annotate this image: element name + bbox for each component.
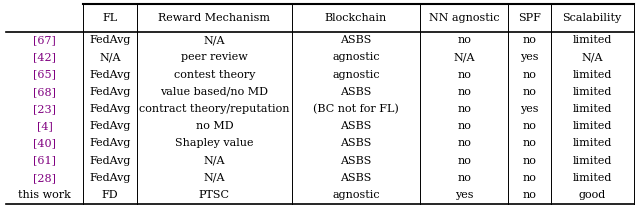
- Text: no: no: [523, 87, 536, 97]
- Text: no: no: [523, 70, 536, 80]
- Text: agnostic: agnostic: [332, 190, 380, 200]
- Text: [23]: [23]: [33, 104, 56, 114]
- Text: FedAvg: FedAvg: [90, 104, 131, 114]
- Text: [40]: [40]: [33, 138, 56, 148]
- Text: FedAvg: FedAvg: [90, 173, 131, 183]
- Text: ASBS: ASBS: [340, 87, 372, 97]
- Text: N/A: N/A: [204, 173, 225, 183]
- Text: contest theory: contest theory: [173, 70, 255, 80]
- Text: FL: FL: [102, 13, 118, 23]
- Text: yes: yes: [520, 104, 539, 114]
- Text: [67]: [67]: [33, 35, 56, 45]
- Text: N/A: N/A: [204, 35, 225, 45]
- Text: N/A: N/A: [582, 52, 603, 62]
- Text: no: no: [457, 173, 471, 183]
- Text: no: no: [457, 87, 471, 97]
- Text: no: no: [457, 156, 471, 166]
- Text: N/A: N/A: [204, 156, 225, 166]
- Text: [68]: [68]: [33, 87, 56, 97]
- Text: yes: yes: [520, 52, 539, 62]
- Text: no: no: [523, 173, 536, 183]
- Text: limited: limited: [573, 173, 612, 183]
- Text: no: no: [523, 138, 536, 148]
- Text: limited: limited: [573, 35, 612, 45]
- Text: this work: this work: [19, 190, 71, 200]
- Text: good: good: [579, 190, 606, 200]
- Text: limited: limited: [573, 104, 612, 114]
- Text: no: no: [523, 190, 536, 200]
- Text: no: no: [523, 35, 536, 45]
- Text: ASBS: ASBS: [340, 35, 372, 45]
- Text: Blockchain: Blockchain: [324, 13, 387, 23]
- Text: [42]: [42]: [33, 52, 56, 62]
- Text: contract theory/reputation: contract theory/reputation: [139, 104, 290, 114]
- Text: FedAvg: FedAvg: [90, 121, 131, 131]
- Text: SPF: SPF: [518, 13, 541, 23]
- Text: [65]: [65]: [33, 70, 56, 80]
- Text: PTSC: PTSC: [199, 190, 230, 200]
- Text: no: no: [523, 156, 536, 166]
- Text: N/A: N/A: [453, 52, 475, 62]
- Text: limited: limited: [573, 87, 612, 97]
- Text: limited: limited: [573, 121, 612, 131]
- Text: FedAvg: FedAvg: [90, 35, 131, 45]
- Text: agnostic: agnostic: [332, 70, 380, 80]
- Text: agnostic: agnostic: [332, 52, 380, 62]
- Text: FedAvg: FedAvg: [90, 156, 131, 166]
- Text: [28]: [28]: [33, 173, 56, 183]
- Text: no MD: no MD: [196, 121, 233, 131]
- Text: Shapley value: Shapley value: [175, 138, 253, 148]
- Text: no: no: [523, 121, 536, 131]
- Text: [61]: [61]: [33, 156, 56, 166]
- Text: [4]: [4]: [37, 121, 53, 131]
- Text: ASBS: ASBS: [340, 121, 372, 131]
- Text: limited: limited: [573, 138, 612, 148]
- Text: peer review: peer review: [181, 52, 248, 62]
- Text: (BC not for FL): (BC not for FL): [313, 104, 399, 114]
- Text: no: no: [457, 138, 471, 148]
- Text: Scalability: Scalability: [563, 13, 622, 23]
- Text: FD: FD: [102, 190, 118, 200]
- Text: no: no: [457, 35, 471, 45]
- Text: no: no: [457, 70, 471, 80]
- Text: FedAvg: FedAvg: [90, 70, 131, 80]
- Text: NN agnostic: NN agnostic: [429, 13, 499, 23]
- Text: FedAvg: FedAvg: [90, 87, 131, 97]
- Text: ASBS: ASBS: [340, 138, 372, 148]
- Text: no: no: [457, 104, 471, 114]
- Text: value based/no MD: value based/no MD: [161, 87, 268, 97]
- Text: ASBS: ASBS: [340, 173, 372, 183]
- Text: FedAvg: FedAvg: [90, 138, 131, 148]
- Text: limited: limited: [573, 156, 612, 166]
- Text: N/A: N/A: [99, 52, 121, 62]
- Text: ASBS: ASBS: [340, 156, 372, 166]
- Text: yes: yes: [455, 190, 474, 200]
- Text: limited: limited: [573, 70, 612, 80]
- Text: no: no: [457, 121, 471, 131]
- Text: Reward Mechanism: Reward Mechanism: [158, 13, 270, 23]
